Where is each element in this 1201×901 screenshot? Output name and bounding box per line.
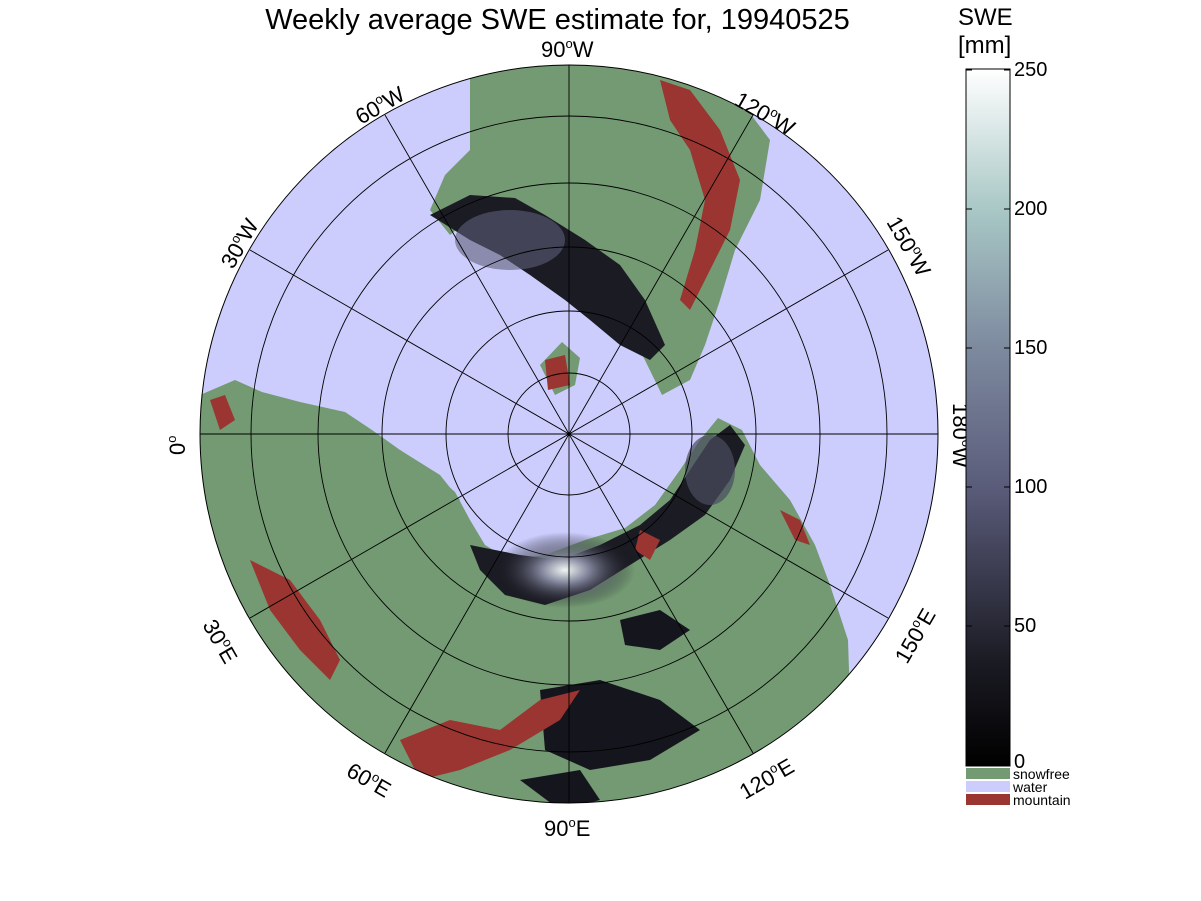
legend-label-water: water: [1013, 779, 1048, 795]
lon-label-30e: 30oE: [198, 615, 244, 668]
scandinavia-landmass: [368, 450, 460, 520]
colorbar-tick-0: 0: [1014, 751, 1026, 773]
colorbar-title-swe: SWE: [958, 4, 1013, 31]
lon-label-120e: 120oE: [735, 752, 799, 804]
legend-swatch-mountain: [966, 794, 1010, 805]
north-america-landmass: [430, 65, 770, 395]
mountain-himalaya: [400, 690, 580, 780]
lon-label-90e: 90oE: [544, 815, 590, 841]
legend-swatch-water: [966, 781, 1010, 792]
lon-label-90w: 90oW: [541, 36, 594, 62]
colorbar-tick-250: 250: [1014, 59, 1048, 81]
map-title: Weekly average SWE estimate for, 1994052…: [265, 4, 850, 36]
mountain-rockies: [660, 80, 740, 310]
legend-swatch-snowfree: [966, 768, 1010, 779]
legend-label-mountain: mountain: [1013, 792, 1071, 808]
lon-label-0: 0o: [164, 436, 190, 455]
colorbar-tick-150: 150: [1014, 337, 1048, 359]
colorbar-title-units: [mm]: [958, 32, 1012, 59]
colorbar-tick-50: 50: [1014, 615, 1037, 637]
snow-central-asia: [540, 680, 700, 770]
globe-border: [199, 64, 939, 804]
lon-label-150e: 150oE: [889, 604, 941, 668]
graticule: [200, 65, 938, 803]
legend-label-snowfree: snowfree: [1013, 766, 1070, 782]
colorbar-tick-100: 100: [1014, 476, 1048, 498]
lon-label-60e: 60oE: [343, 757, 396, 803]
mountain-alps: [250, 560, 340, 680]
colorbar-gradient: [965, 68, 1011, 767]
colorbar-tick-200: 200: [1014, 198, 1048, 220]
colorbar: [965, 68, 1011, 805]
